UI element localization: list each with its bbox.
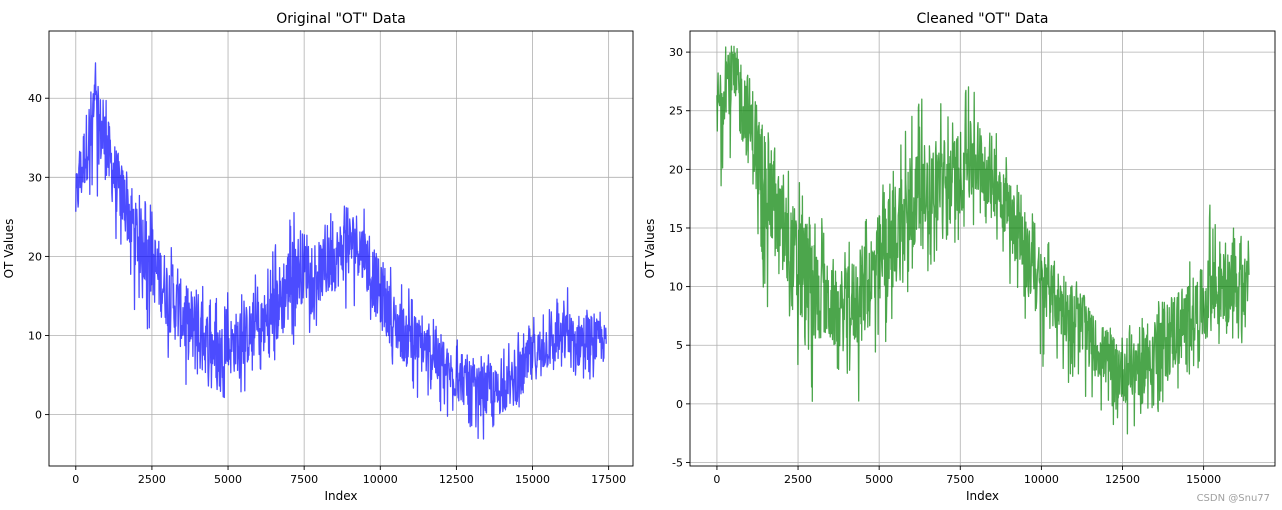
series-line-1 (716, 45, 1250, 435)
x-tick-label: 7500 (946, 473, 974, 486)
series-line-1 (75, 62, 607, 440)
x-tick-label: 2500 (138, 473, 166, 486)
y-tick-label: 40 (28, 92, 42, 105)
x-tick-label: 15000 (515, 473, 550, 486)
y-tick-label: -5 (672, 456, 683, 469)
x-tick-label: 0 (713, 473, 720, 486)
chart-title: Cleaned "OT" Data (916, 11, 1048, 27)
x-tick-label: 12500 (1105, 473, 1140, 486)
x-tick-label: 7500 (290, 473, 318, 486)
y-tick-label: 0 (676, 398, 683, 411)
x-tick-label: 2500 (784, 473, 812, 486)
x-tick-label: 15000 (1186, 473, 1221, 486)
x-axis-label: Index (966, 489, 999, 503)
y-tick-label: 20 (28, 250, 42, 263)
x-tick-label: 0 (72, 473, 79, 486)
x-tick-label: 12500 (439, 473, 474, 486)
y-tick-label: 10 (669, 281, 683, 294)
y-tick-label: 0 (35, 409, 42, 422)
y-tick-label: 5 (676, 339, 683, 352)
axes-frame (689, 30, 1276, 467)
x-tick-label: 10000 (363, 473, 398, 486)
y-tick-label: 25 (669, 105, 683, 118)
y-tick-label: 30 (669, 46, 683, 59)
x-tick-label: 5000 (214, 473, 242, 486)
y-tick-label: 30 (28, 171, 42, 184)
y-axis-label: OT Values (643, 219, 657, 279)
chart-panel-1: 0 2500 5000 7500 10000 12500 15000 17500 0 10 20 30… (2, 11, 634, 503)
axes-frame (48, 30, 634, 467)
chart-title: Original "OT" Data (276, 11, 406, 27)
x-tick-label: 5000 (865, 473, 893, 486)
y-tick-label: 10 (28, 330, 42, 343)
y-tick-label: 20 (669, 163, 683, 176)
x-axis-label: Index (324, 489, 357, 503)
y-axis-label: OT Values (2, 219, 16, 279)
x-tick-label: 10000 (1024, 473, 1059, 486)
x-tick-label: 17500 (591, 473, 626, 486)
chart-panel-2: 0 2500 5000 7500 10000 12500 15000 -5 0 5 10 15 20 25… (643, 11, 1276, 503)
watermark-text: CSDN @Snu77 (1196, 493, 1270, 504)
y-tick-label: 15 (669, 222, 683, 235)
